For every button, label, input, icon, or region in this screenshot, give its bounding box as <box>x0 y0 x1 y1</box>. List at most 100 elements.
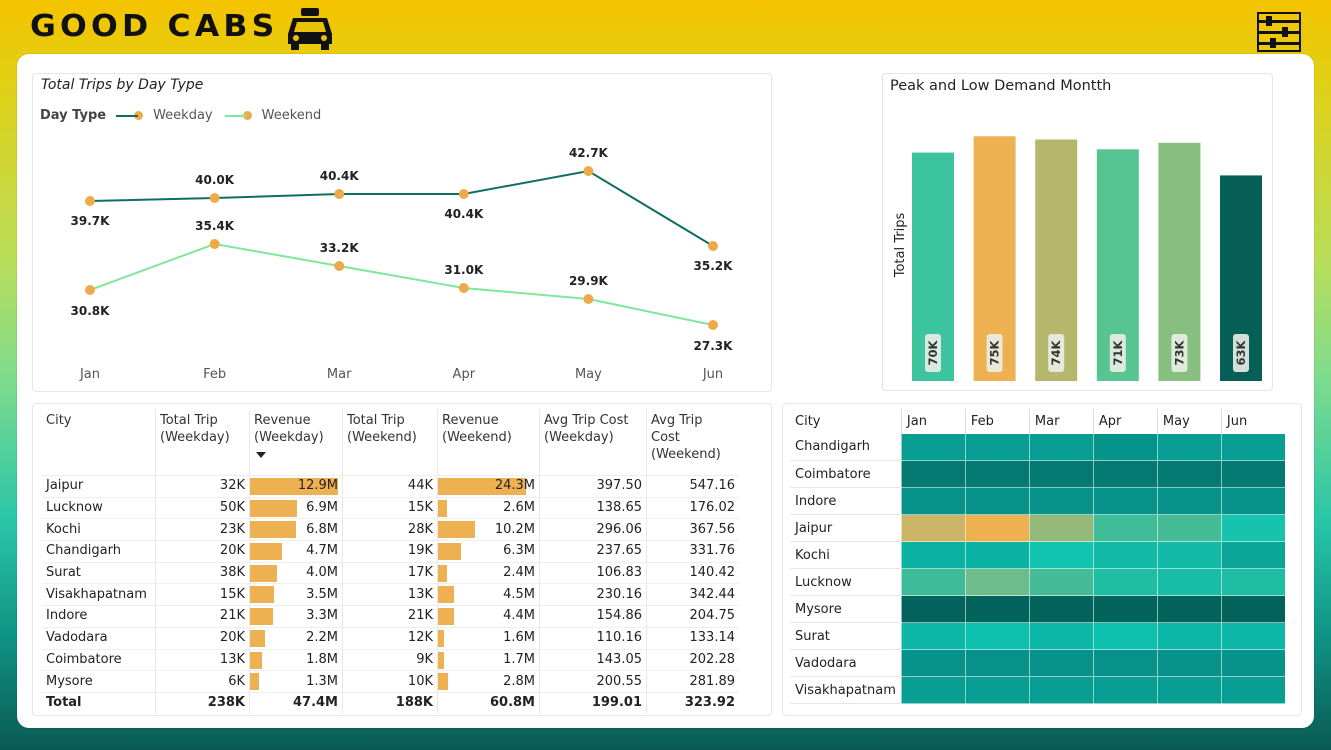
heatmap-cell[interactable] <box>964 433 1030 461</box>
heatmap-cell[interactable] <box>1220 622 1286 650</box>
heatmap-cell[interactable] <box>964 595 1030 623</box>
legend-weekday[interactable]: Weekday <box>116 108 213 123</box>
data-point-weekday[interactable] <box>708 241 718 251</box>
heatmap-cell[interactable] <box>1092 649 1158 677</box>
col-revenue-weekend[interactable]: Revenue (Weekend) <box>437 409 540 476</box>
heatmap-cell[interactable] <box>1092 676 1158 704</box>
col-trip-weekday[interactable]: Total Trip (Weekday) <box>155 409 250 476</box>
table-row[interactable]: Mysore 6K 1.3M 10K 2.8M 200.55 281.89 <box>42 670 739 693</box>
heatmap-cell[interactable] <box>964 541 1030 569</box>
col-avg-weekday[interactable]: Avg Trip Cost (Weekday) <box>539 409 647 476</box>
heatmap-row[interactable]: Jaipur <box>790 514 1286 542</box>
heatmap-cell[interactable] <box>900 568 966 596</box>
heatmap-cell[interactable] <box>1092 568 1158 596</box>
heatmap-cell[interactable] <box>1092 595 1158 623</box>
heatmap-cell[interactable] <box>964 622 1030 650</box>
data-point-weekend[interactable] <box>85 285 95 295</box>
sliders-icon[interactable] <box>1256 12 1302 52</box>
heat-col-may[interactable]: May <box>1156 409 1222 434</box>
heatmap-cell[interactable] <box>900 433 966 461</box>
heat-col-mar[interactable]: Mar <box>1028 409 1094 434</box>
col-city[interactable]: City <box>42 409 156 476</box>
heatmap-cell[interactable] <box>1028 460 1094 488</box>
heatmap-cell[interactable] <box>964 649 1030 677</box>
heatmap-row[interactable]: Coimbatore <box>790 460 1286 488</box>
table-row[interactable]: Vadodara 20K 2.2M 12K 1.6M 110.16 133.14 <box>42 626 739 649</box>
heatmap-cell[interactable] <box>1156 676 1222 704</box>
data-point-weekend[interactable] <box>334 261 345 271</box>
heatmap-cell[interactable] <box>1220 433 1286 461</box>
heatmap-cell[interactable] <box>1028 433 1094 461</box>
table-row[interactable]: Lucknow 50K 6.9M 15K 2.6M 138.65 176.02 <box>42 496 739 519</box>
heatmap-row[interactable]: Kochi <box>790 541 1286 569</box>
heatmap-cell[interactable] <box>964 487 1030 515</box>
data-point-weekday[interactable] <box>583 166 594 176</box>
heatmap-cell[interactable] <box>1028 487 1094 515</box>
heatmap-cell[interactable] <box>1156 622 1222 650</box>
heatmap-cell[interactable] <box>1220 487 1286 515</box>
heatmap-cell[interactable] <box>1156 568 1222 596</box>
col-avg-weekend[interactable]: Avg Trip Cost (Weekend) <box>651 413 721 462</box>
data-point-weekend[interactable] <box>708 320 718 330</box>
heatmap-cell[interactable] <box>964 676 1030 704</box>
heatmap-cell[interactable] <box>1220 514 1286 542</box>
data-point-weekday[interactable] <box>209 193 220 203</box>
col-trip-weekend[interactable]: Total Trip (Weekend) <box>342 409 438 476</box>
heatmap-cell[interactable] <box>1156 460 1222 488</box>
heatmap-cell[interactable] <box>1156 487 1222 515</box>
data-point-weekday[interactable] <box>85 196 95 206</box>
heatmap-row[interactable]: Chandigarh <box>790 433 1286 461</box>
heatmap-cell[interactable] <box>1220 649 1286 677</box>
heatmap-cell[interactable] <box>900 487 966 515</box>
heatmap-cell[interactable] <box>964 460 1030 488</box>
heatmap-cell[interactable] <box>1028 649 1094 677</box>
heatmap-cell[interactable] <box>1220 568 1286 596</box>
heatmap-cell[interactable] <box>1028 568 1094 596</box>
heatmap-cell[interactable] <box>900 541 966 569</box>
col-revenue-weekday[interactable]: Revenue (Weekday) <box>249 409 343 476</box>
heat-col-jan[interactable]: Jan <box>900 409 966 434</box>
table-row[interactable]: Surat 38K 4.0M 17K 2.4M 106.83 140.42 <box>42 561 739 584</box>
table-row[interactable]: Indore 21K 3.3M 21K 4.4M 154.86 204.75 <box>42 605 739 628</box>
table-row[interactable]: Chandigarh 20K 4.7M 19K 6.3M 237.65 331.76 <box>42 540 739 563</box>
heat-col-apr[interactable]: Apr <box>1092 409 1158 434</box>
sort-desc-icon[interactable] <box>256 452 266 458</box>
heatmap-cell[interactable] <box>900 514 966 542</box>
heatmap-cell[interactable] <box>1092 487 1158 515</box>
heatmap-row[interactable]: Indore <box>790 487 1286 515</box>
heatmap-cell[interactable] <box>1156 649 1222 677</box>
heat-col-feb[interactable]: Feb <box>964 409 1030 434</box>
table-row[interactable]: Visakhapatnam 15K 3.5M 13K 4.5M 230.16 342.44 <box>42 583 739 606</box>
table-row[interactable]: Coimbatore 13K 1.8M 9K 1.7M 143.05 202.28 <box>42 648 739 671</box>
heatmap-cell[interactable] <box>1092 622 1158 650</box>
data-point-weekend[interactable] <box>209 239 220 249</box>
data-point-weekday[interactable] <box>334 189 345 199</box>
heatmap-cell[interactable] <box>1028 514 1094 542</box>
data-point-weekend[interactable] <box>458 283 469 293</box>
heatmap-cell[interactable] <box>1028 622 1094 650</box>
heatmap-cell[interactable] <box>1156 514 1222 542</box>
table-row[interactable]: Kochi 23K 6.8M 28K 10.2M 296.06 367.56 <box>42 518 739 541</box>
legend-weekend[interactable]: Weekend <box>224 108 321 123</box>
heatmap-cell[interactable] <box>1028 541 1094 569</box>
heatmap-cell[interactable] <box>900 676 966 704</box>
heatmap-cell[interactable] <box>1028 676 1094 704</box>
heatmap-row[interactable]: Visakhapatnam <box>790 676 1286 704</box>
heatmap-row[interactable]: Lucknow <box>790 568 1286 596</box>
heatmap-row[interactable]: Mysore <box>790 595 1286 623</box>
heatmap-row[interactable]: Surat <box>790 622 1286 650</box>
heatmap-cell[interactable] <box>1156 433 1222 461</box>
heatmap-cell[interactable] <box>1220 541 1286 569</box>
heatmap-cell[interactable] <box>900 649 966 677</box>
data-point-weekend[interactable] <box>583 294 594 304</box>
heatmap-cell[interactable] <box>964 514 1030 542</box>
heatmap-cell[interactable] <box>1156 595 1222 623</box>
heatmap-cell[interactable] <box>1092 433 1158 461</box>
heat-col-jun[interactable]: Jun <box>1220 409 1286 434</box>
heatmap-row[interactable]: Vadodara <box>790 649 1286 677</box>
heatmap-cell[interactable] <box>1028 595 1094 623</box>
heatmap-cell[interactable] <box>1092 460 1158 488</box>
heatmap-cell[interactable] <box>900 460 966 488</box>
heatmap-cell[interactable] <box>1092 541 1158 569</box>
heat-col-city[interactable]: City <box>795 413 821 429</box>
